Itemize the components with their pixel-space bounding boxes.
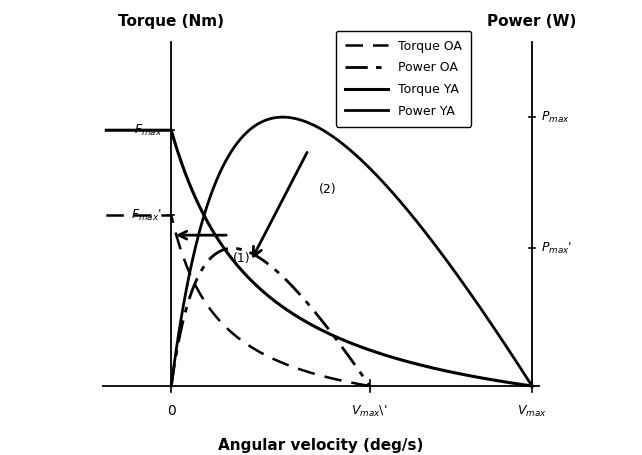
- Text: 0: 0: [167, 404, 176, 418]
- Text: $P_{max}$: $P_{max}$: [541, 110, 569, 125]
- Text: Power (W): Power (W): [487, 14, 577, 29]
- Text: $V_{max}$: $V_{max}$: [517, 404, 547, 419]
- Text: (2): (2): [319, 183, 337, 196]
- Legend: Torque OA, Power OA, Torque YA, Power YA: Torque OA, Power OA, Torque YA, Power YA: [336, 31, 471, 126]
- Text: Angular velocity (deg/s): Angular velocity (deg/s): [218, 438, 424, 453]
- Text: $P_{max}$': $P_{max}$': [541, 241, 572, 256]
- Text: $V_{max}$\': $V_{max}$\': [351, 404, 388, 419]
- Text: Torque (Nm): Torque (Nm): [118, 14, 224, 29]
- Text: (1): (1): [232, 252, 250, 264]
- Text: $F_{max}$: $F_{max}$: [134, 123, 162, 138]
- Text: $F_{max}$': $F_{max}$': [132, 208, 162, 223]
